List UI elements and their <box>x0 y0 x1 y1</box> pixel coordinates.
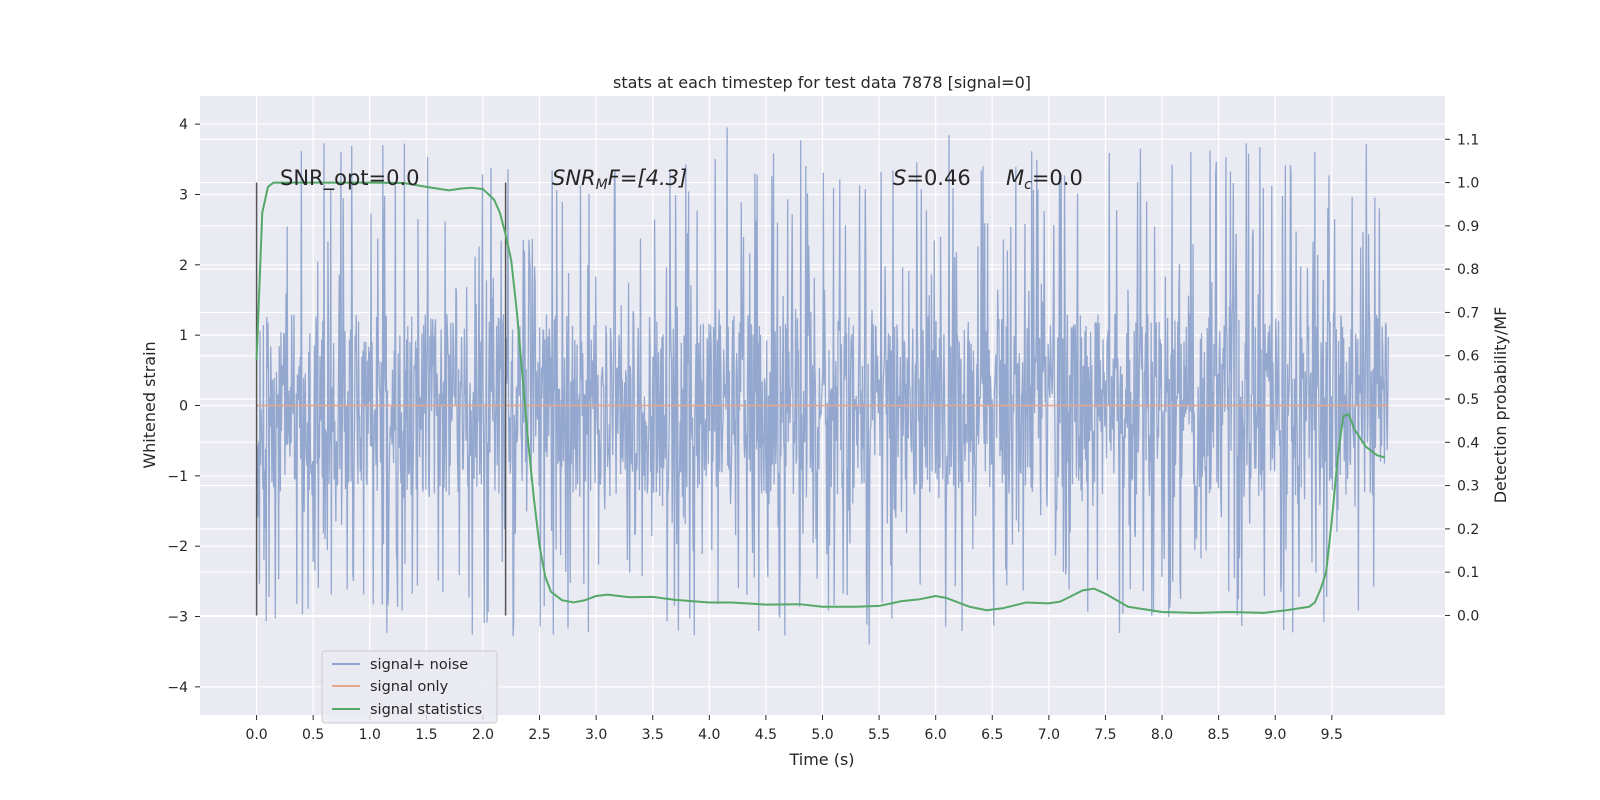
y-axis-ticks: 4 3 2 1 0 −1 −2 −3 −4 <box>167 117 200 696</box>
y2-tick-label: 0.9 <box>1457 219 1479 235</box>
x-tick-label: 9.0 <box>1264 727 1286 743</box>
y2-axis-ticks: 1.1 1.0 0.9 0.8 0.7 0.6 0.5 0.4 0.3 0.2 0.1 0.0 <box>1445 132 1479 624</box>
x-tick-label: 6.5 <box>981 727 1003 743</box>
annotation-snr-opt: SNR_opt=0.0 <box>280 166 420 191</box>
series-signal-statistics <box>255 181 1386 614</box>
y-tick-label: 2 <box>179 258 188 274</box>
legend-label-signal-only: signal only <box>370 679 449 695</box>
x-tick-label: 3.5 <box>642 727 664 743</box>
y2-tick-label: 0.0 <box>1457 608 1479 624</box>
x-tick-label: 5.5 <box>868 727 890 743</box>
y2-tick-label: 0.6 <box>1457 349 1479 365</box>
chart-title: stats at each timestep for test data 787… <box>613 73 1031 92</box>
x-tick-label: 3.0 <box>585 727 607 743</box>
y-axis-label: Whitened strain <box>140 341 159 468</box>
vertical-markers <box>255 182 507 616</box>
legend-label-signal-statistics: signal statistics <box>370 702 482 718</box>
x-tick-label: 4.0 <box>698 727 720 743</box>
y-tick-label: −4 <box>167 680 188 696</box>
series-line-signal-statistics <box>255 181 1386 614</box>
y2-tick-label: 0.5 <box>1457 392 1479 408</box>
y2-tick-label: 0.7 <box>1457 305 1479 321</box>
y-tick-label: −1 <box>167 469 188 485</box>
x-tick-label: 2.0 <box>472 727 494 743</box>
x-tick-label: 8.5 <box>1208 727 1230 743</box>
x-axis-label: Time (s) <box>788 750 854 769</box>
legend-box <box>321 650 498 724</box>
y2-tick-label: 0.4 <box>1457 435 1479 451</box>
x-tick-label: 1.0 <box>359 727 381 743</box>
y2-tick-label: 1.1 <box>1457 132 1479 148</box>
series-signal-noise <box>256 127 1390 645</box>
annotations: SNR_opt=0.0 SNRMF=[4.3] S=0.46 Mc=0.0 <box>280 166 1083 193</box>
series-line-signal-noise <box>256 127 1390 645</box>
y-tick-label: 1 <box>179 328 188 344</box>
x-tick-label: 7.5 <box>1094 727 1116 743</box>
y-tick-label: 0 <box>179 399 188 415</box>
y-tick-label: −3 <box>167 610 188 626</box>
y2-tick-label: 0.3 <box>1457 479 1479 495</box>
annotation-snr-mf: SNRMF=[4.3] <box>552 166 687 193</box>
y-tick-label: 3 <box>179 187 188 203</box>
x-tick-label: 1.5 <box>415 727 437 743</box>
annotation-mc: Mc=0.0 <box>1006 166 1083 193</box>
y-tick-label: −2 <box>167 539 188 555</box>
y2-tick-label: 1.0 <box>1457 176 1479 192</box>
y-tick-label: 4 <box>179 117 188 133</box>
x-tick-label: 0.0 <box>245 727 267 743</box>
y2-axis-label: Detection probability/MF <box>1491 307 1510 504</box>
x-tick-label: 4.5 <box>755 727 777 743</box>
x-axis-ticks: 0.0 0.5 1.0 1.5 2.0 2.5 3.0 3.5 4.0 4.5 5.0 5.5 6.0 6… <box>245 715 1343 743</box>
x-tick-label: 2.5 <box>528 727 550 743</box>
x-tick-label: 7.0 <box>1038 727 1060 743</box>
annotation-s: S=0.46 <box>893 166 971 190</box>
y2-tick-label: 0.8 <box>1457 262 1479 278</box>
x-tick-label: 6.0 <box>925 727 947 743</box>
y2-tick-label: 0.1 <box>1457 565 1479 581</box>
legend: signal+ noise signal only signal statist… <box>321 650 498 724</box>
x-tick-label: 5.0 <box>811 727 833 743</box>
x-tick-label: 8.0 <box>1151 727 1173 743</box>
legend-label-signal-noise: signal+ noise <box>370 657 468 673</box>
x-tick-label: 0.5 <box>302 727 324 743</box>
x-tick-label: 9.5 <box>1321 727 1343 743</box>
y2-tick-label: 0.2 <box>1457 522 1479 538</box>
